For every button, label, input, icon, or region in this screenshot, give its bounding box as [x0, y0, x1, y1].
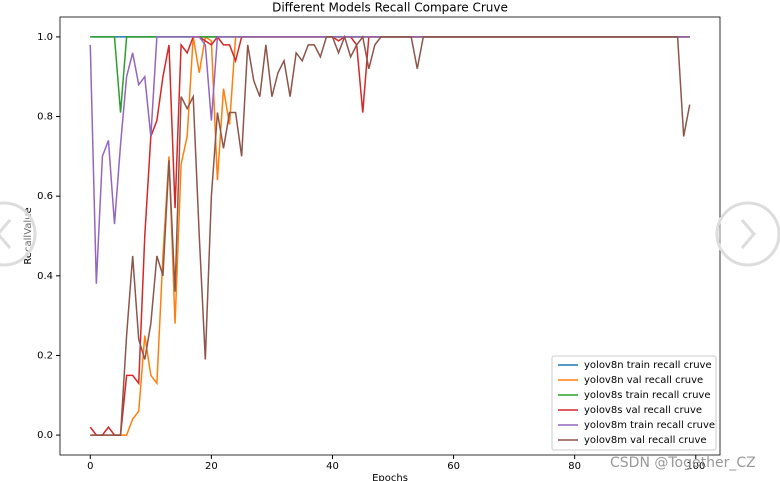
nav-arrow	[0, 219, 12, 249]
y-tick-label: 0.6	[37, 191, 53, 202]
nav-arrow-circle	[715, 201, 780, 267]
x-tick-label: 0	[87, 461, 93, 472]
chart-title: Different Models Recall Compare Cruve	[272, 1, 508, 15]
legend-label: yolov8n val recall cruve	[584, 375, 703, 386]
x-axis-label: Epochs	[372, 473, 408, 481]
x-tick-label: 80	[568, 461, 581, 472]
legend-label: yolov8n train recall cruve	[584, 360, 712, 371]
x-tick-label: 20	[205, 461, 218, 472]
legend-label: yolov8m val recall cruve	[584, 435, 707, 446]
legend-label: yolov8s val recall cruve	[584, 405, 702, 416]
x-tick-label: 60	[447, 461, 460, 472]
legend-label: yolov8m train recall cruve	[584, 420, 715, 431]
y-axis-label: RecallValue	[23, 207, 34, 264]
x-tick-label: 100	[686, 461, 705, 472]
legend-box	[551, 355, 717, 451]
nav-arrow-circle	[0, 201, 37, 267]
y-tick-label: 0.8	[37, 112, 53, 123]
series-line	[90, 34, 691, 436]
y-tick-label: 0.0	[37, 430, 53, 441]
legend-label: yolov8s train recall cruve	[584, 390, 710, 401]
nav-arrow	[740, 219, 756, 249]
y-tick-label: 0.2	[37, 350, 53, 361]
plot-frame	[59, 16, 721, 456]
y-tick-label: 0.4	[37, 271, 53, 282]
y-tick-label: 1.0	[37, 32, 53, 43]
x-tick-label: 40	[326, 461, 339, 472]
watermark: CSDN @Together_CZ	[610, 455, 756, 471]
